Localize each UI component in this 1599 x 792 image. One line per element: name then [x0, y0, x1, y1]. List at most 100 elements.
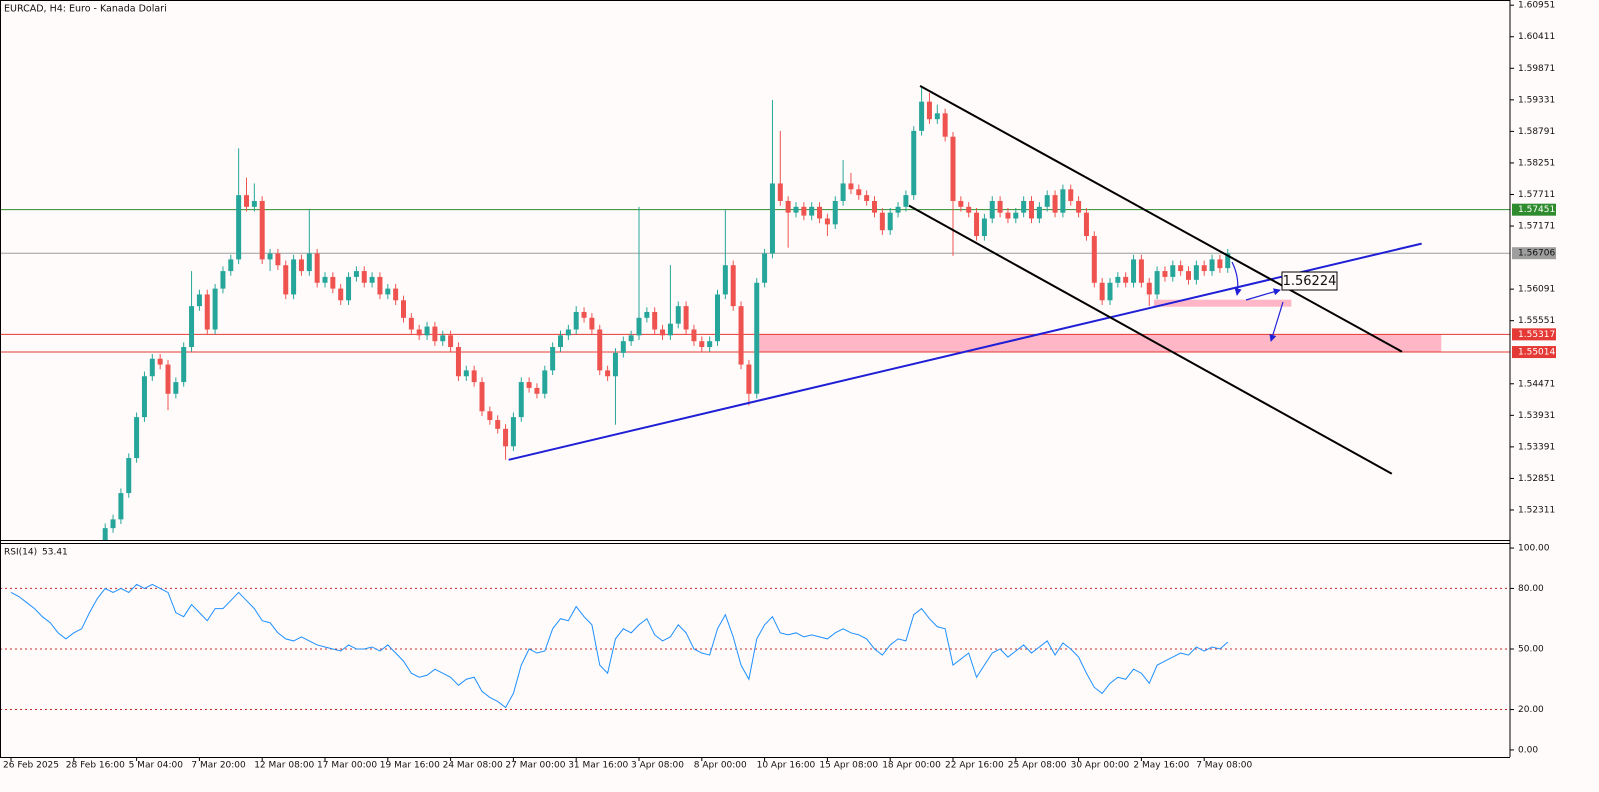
x-tick-label: 15 Apr 08:00: [819, 761, 878, 771]
y-tick-label: 1.53931: [1518, 411, 1555, 421]
x-tick-label: 19 Mar 16:00: [380, 761, 440, 771]
candle-body: [1068, 189, 1074, 201]
candle-body: [1044, 195, 1050, 207]
candle-body: [934, 113, 940, 120]
candle-body: [1107, 282, 1113, 301]
candle-body: [722, 265, 728, 295]
candle-body: [919, 101, 925, 131]
x-tick-label: 18 Apr 00:00: [882, 761, 941, 771]
candle-body: [981, 218, 987, 237]
candle-body: [385, 288, 391, 295]
candle-body: [455, 347, 461, 377]
zone: [1153, 299, 1292, 307]
x-tick-label: 30 Apr 00:00: [1071, 761, 1130, 771]
candle-body: [298, 259, 304, 272]
candle-body: [652, 311, 658, 330]
candle-body: [126, 458, 132, 494]
candle-body: [173, 382, 179, 394]
candle-body: [872, 200, 877, 213]
x-tick-label: 10 Apr 16:00: [757, 761, 816, 771]
candle-body: [1060, 189, 1066, 213]
candle-body: [989, 200, 995, 219]
x-tick-label: 7 May 08:00: [1196, 761, 1252, 771]
candle-body: [518, 382, 524, 418]
candle-body: [879, 212, 885, 231]
candle-body: [1099, 282, 1105, 301]
candle-body: [903, 195, 909, 207]
candle-body: [259, 200, 265, 260]
chart-title: EURCAD, H4: Euro - Kanada Dolari: [4, 4, 167, 15]
level-label: 1.55014: [1518, 348, 1555, 358]
candle-body: [911, 130, 917, 196]
candle-body: [832, 200, 838, 225]
candle-body: [212, 288, 218, 330]
candle-body: [785, 200, 791, 213]
annotation-box: [1281, 271, 1338, 291]
candle-body: [840, 183, 846, 201]
level-label-box: [1512, 328, 1556, 341]
level-label: 1.57451: [1518, 205, 1555, 215]
candle-body: [220, 271, 226, 289]
candle-body: [134, 417, 140, 459]
y-tick-label: 1.57171: [1518, 222, 1555, 232]
candle-body: [636, 317, 642, 336]
candle-body: [157, 358, 163, 365]
candle-body: [291, 259, 297, 295]
candle-body: [730, 265, 736, 307]
rsi-tick-label: 0.00: [1518, 745, 1538, 755]
candle-body: [628, 335, 634, 342]
candle-body: [1217, 259, 1223, 269]
y-tick-label: 1.56091: [1518, 285, 1555, 295]
x-tick-label: 22 Apr 16:00: [945, 761, 1004, 771]
candle-body: [950, 136, 956, 201]
level-label-box: [1512, 203, 1556, 216]
candle-body: [361, 271, 367, 283]
annotation-label: 1.56224: [1283, 274, 1337, 289]
candle-body: [275, 253, 281, 266]
candle-body: [1083, 212, 1089, 237]
zone: [759, 334, 1442, 353]
trendline: [919, 85, 1403, 353]
candle-body: [1091, 236, 1097, 283]
rsi-tick-label: 50.00: [1518, 644, 1544, 654]
candle-body: [974, 212, 980, 237]
candle-body: [1154, 271, 1160, 295]
x-tick-label: 26 Feb 2025: [3, 761, 59, 771]
candle-body: [1138, 259, 1144, 283]
x-tick-label: 31 Mar 16:00: [568, 761, 628, 771]
candle-body: [1029, 200, 1034, 219]
x-tick-label: 2 May 16:00: [1133, 761, 1189, 771]
arrow: [1231, 261, 1242, 296]
candle-body: [322, 276, 328, 283]
rsi-panel: [0, 583, 1510, 711]
trendline: [908, 204, 1393, 475]
candle-body: [667, 323, 673, 336]
candle-body: [1115, 276, 1121, 283]
candle-body: [330, 276, 336, 289]
candle-body: [1036, 206, 1042, 219]
candle-body: [196, 294, 202, 307]
candle-body: [102, 528, 108, 540]
candle-body: [1076, 200, 1082, 213]
candle-body: [699, 341, 705, 348]
y-tick-label: 1.55551: [1518, 316, 1555, 326]
candle-body: [141, 376, 147, 418]
price-panel: [0, 85, 1510, 540]
rsi-tick-label: 80.00: [1518, 584, 1544, 594]
candle-body: [966, 206, 972, 213]
candle-body: [228, 259, 234, 272]
candle-body: [471, 370, 477, 383]
candle-body: [346, 276, 352, 301]
y-tick-label: 1.58251: [1518, 158, 1555, 168]
x-tick-label: 24 Mar 08:00: [443, 761, 503, 771]
candle-body: [589, 317, 595, 330]
candle-body: [683, 306, 689, 330]
y-tick-label: 1.60951: [1518, 1, 1555, 11]
candle-body: [550, 347, 556, 371]
rsi-tick-label: 100.00: [1518, 544, 1550, 554]
candle-body: [926, 101, 932, 120]
candle-body: [864, 195, 870, 201]
candle-body: [424, 326, 430, 336]
